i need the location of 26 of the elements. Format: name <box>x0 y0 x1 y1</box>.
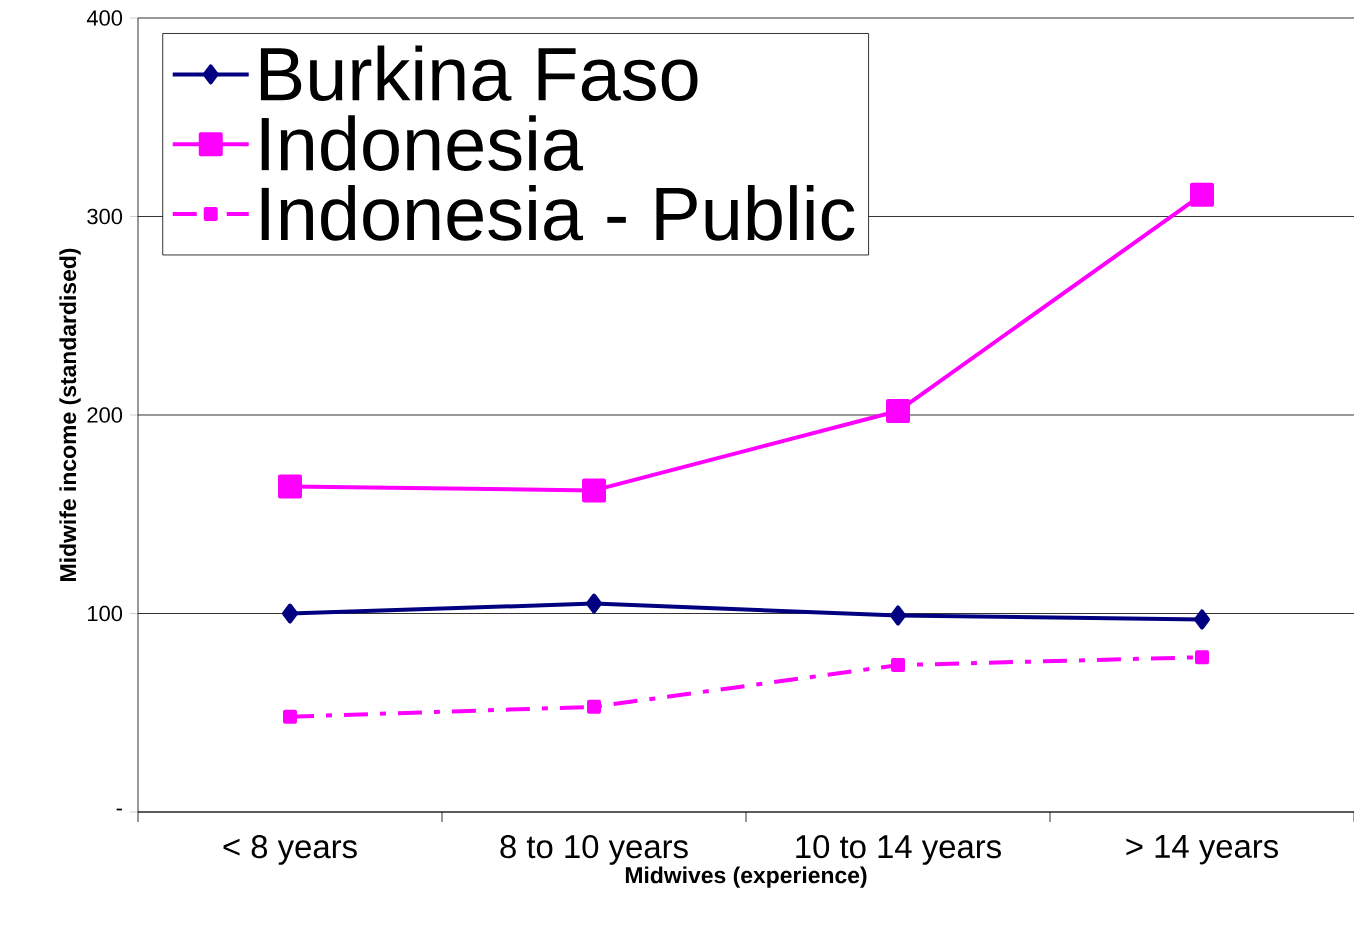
point <box>587 699 602 714</box>
point <box>586 593 603 614</box>
y-tick-label: 300 <box>87 208 123 225</box>
point <box>282 603 298 624</box>
point <box>582 478 607 503</box>
point <box>1195 650 1210 665</box>
point <box>1190 182 1215 207</box>
legend-label: Burkina Faso <box>260 45 698 102</box>
point <box>886 399 911 424</box>
y-tick-label: 100 <box>88 605 123 622</box>
x-tick-label: < 8 years <box>223 835 357 865</box>
y-tick-label: 200 <box>87 407 123 423</box>
x-axis-title: Midwives (experience) <box>625 866 867 888</box>
x-tick-label: 8 to 10 years <box>500 835 688 865</box>
point <box>890 605 907 626</box>
x-tick-label: 10 to 14 years <box>796 835 1001 865</box>
y-axis-title: Midwife income (standardised) <box>59 248 81 581</box>
y-tick-label: 400 <box>86 10 123 26</box>
legend-label: Indonesia <box>261 115 584 171</box>
legend-label: Indonesia - Public <box>261 185 855 241</box>
point <box>278 474 302 499</box>
y-tick-label: - <box>116 808 122 811</box>
point <box>1194 609 1211 630</box>
point <box>891 658 906 673</box>
x-tick-label: > 14 years <box>1126 835 1278 865</box>
point <box>283 709 297 724</box>
